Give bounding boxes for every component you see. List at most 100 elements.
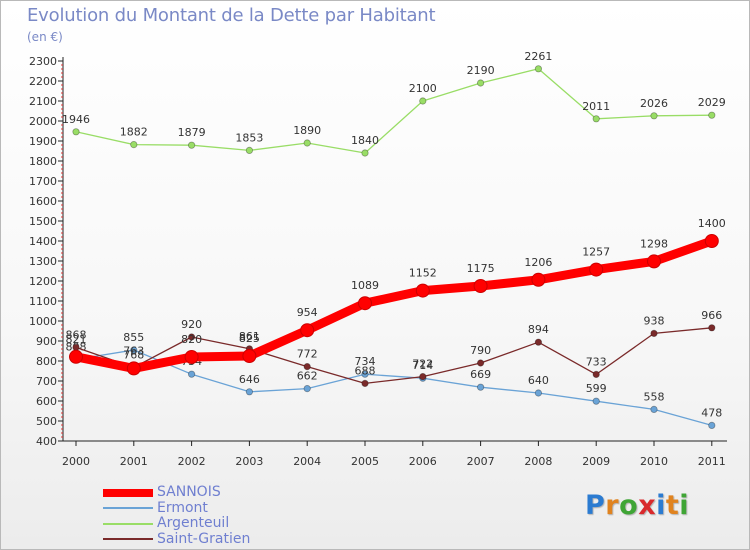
legend-swatch <box>103 507 153 510</box>
data-point <box>126 361 141 376</box>
y-tick-label: 2200 <box>29 75 57 88</box>
legend-label: Argenteuil <box>157 515 230 532</box>
data-label: 733 <box>586 355 607 368</box>
data-point <box>650 329 658 337</box>
chart-subtitle: (en €) <box>27 30 63 44</box>
legend-item-saint-gratien: Saint-Gratien <box>103 530 251 548</box>
y-tick-label: 2000 <box>29 115 57 128</box>
data-point <box>72 128 80 136</box>
y-tick-label: 1300 <box>29 255 57 268</box>
data-label: 772 <box>297 348 318 361</box>
y-tick-label: 500 <box>36 415 57 428</box>
data-point <box>188 141 196 149</box>
data-label: 894 <box>528 323 549 336</box>
legend-label: Saint-Gratien <box>157 530 251 547</box>
data-label: 954 <box>297 306 318 319</box>
data-point <box>647 254 661 269</box>
y-tick-label: 1400 <box>29 235 57 248</box>
data-point <box>303 362 311 371</box>
data-point <box>708 324 716 332</box>
data-point <box>361 149 369 157</box>
data-label: 1400 <box>698 217 726 230</box>
y-tick-label: 1000 <box>29 315 57 328</box>
data-label: 1853 <box>235 131 263 144</box>
data-point <box>130 141 138 149</box>
y-tick-label: 1600 <box>29 195 57 208</box>
data-label: 855 <box>123 331 144 344</box>
data-point <box>476 383 485 391</box>
data-label: 821 <box>66 333 87 346</box>
data-point <box>415 283 430 298</box>
data-point <box>534 389 543 397</box>
data-point <box>419 97 427 105</box>
x-tick-label: 2004 <box>293 455 321 468</box>
series-saint-gratien: 868 768 920 861 772 688 722 790 894 733 938 966 <box>66 309 722 387</box>
data-point <box>245 146 253 154</box>
data-label: 1298 <box>640 237 668 250</box>
data-label: 734 <box>355 355 376 368</box>
data-point <box>184 350 199 364</box>
y-tick-label: 1500 <box>29 215 57 228</box>
legend-item-ermont: Ermont <box>103 499 250 517</box>
data-label: 1946 <box>62 113 90 126</box>
data-point <box>242 349 257 363</box>
data-label: 1882 <box>120 126 148 139</box>
legend-label: Ermont <box>157 499 208 516</box>
legend-item-argenteuil: Argenteuil <box>103 516 250 532</box>
data-label: 1890 <box>293 124 321 137</box>
data-label: 688 <box>355 364 376 377</box>
data-label: 714 <box>412 359 433 372</box>
x-tick-label: 2009 <box>582 455 610 468</box>
data-label: 1175 <box>467 262 495 275</box>
series-line <box>75 68 713 154</box>
data-label: 966 <box>701 309 722 322</box>
data-label: 2100 <box>409 82 437 95</box>
logo-letter: o <box>619 490 639 521</box>
logo-letter: t <box>665 490 680 521</box>
data-point <box>531 272 546 287</box>
data-label: 2029 <box>698 96 726 109</box>
series-line <box>75 327 713 385</box>
data-label: 722 <box>412 358 433 371</box>
x-tick-label: 2011 <box>698 455 726 468</box>
chart-title: Evolution du Montant de la Dette par Hab… <box>27 5 436 26</box>
data-point <box>245 388 253 396</box>
x-tick-label: 2010 <box>640 455 668 468</box>
data-point <box>303 139 311 147</box>
data-label: 646 <box>239 373 260 386</box>
data-point <box>650 112 658 120</box>
data-point <box>534 338 543 346</box>
data-point <box>708 421 716 429</box>
logo-letter: i <box>679 490 690 521</box>
data-label: 599 <box>586 382 607 395</box>
data-point <box>419 372 427 381</box>
data-label: 1152 <box>409 267 437 280</box>
data-point <box>589 262 604 277</box>
data-point <box>69 349 83 364</box>
legend-swatch <box>103 538 153 541</box>
data-point <box>708 111 716 119</box>
y-tick-label: 900 <box>36 335 57 348</box>
x-tick-label: 2007 <box>467 455 495 468</box>
data-label: 2011 <box>582 100 610 113</box>
data-point <box>650 405 658 413</box>
series-sannois: 821 763 820 825 954 1089 1152 1175 1206 1257 1298 1… <box>66 217 726 376</box>
data-label: 1206 <box>524 256 552 269</box>
data-label: 662 <box>297 370 318 383</box>
data-label: 2026 <box>640 97 668 110</box>
data-label: 1089 <box>351 279 379 292</box>
data-point <box>358 296 372 311</box>
data-point <box>188 370 196 378</box>
legend-label: SANNOIS <box>157 484 221 501</box>
proxiti-logo: Proxiti <box>585 490 689 521</box>
data-label: 825 <box>239 332 260 345</box>
data-point <box>300 323 315 338</box>
data-label: 861 <box>239 330 260 343</box>
data-point <box>303 384 311 393</box>
data-label: 920 <box>181 318 202 331</box>
logo-letter: r <box>605 490 620 521</box>
data-point <box>534 65 543 73</box>
data-label: 820 <box>181 333 202 346</box>
data-label: 938 <box>644 314 665 327</box>
